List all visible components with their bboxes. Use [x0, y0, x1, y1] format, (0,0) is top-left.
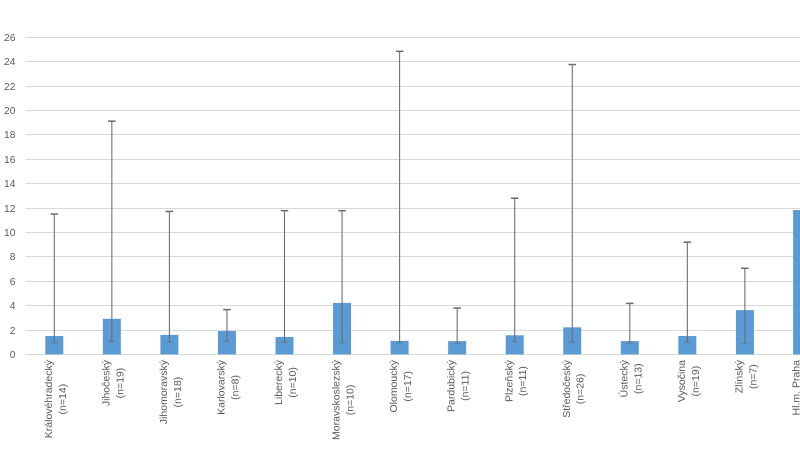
svg-text:(n=10): (n=10): [287, 367, 299, 398]
svg-text:Karlovarský: Karlovarský: [216, 359, 228, 415]
svg-text:Liberecký: Liberecký: [273, 359, 285, 405]
svg-text:14: 14: [4, 179, 16, 190]
svg-text:(n=19): (n=19): [690, 366, 702, 397]
svg-text:Plzeňský: Plzeňský: [503, 359, 515, 402]
svg-text:8: 8: [10, 252, 16, 263]
svg-text:18: 18: [4, 130, 16, 141]
svg-text:26: 26: [4, 33, 16, 44]
svg-text:20: 20: [4, 106, 16, 117]
svg-text:Vysočina: Vysočina: [676, 360, 688, 402]
svg-text:(n=19): (n=19): [114, 368, 126, 399]
svg-text:(n=13): (n=13): [632, 363, 644, 394]
svg-text:Olomoucký: Olomoucký: [388, 359, 400, 412]
svg-text:(n=8): (n=8): [229, 375, 241, 400]
svg-text:Jihomoravský: Jihomoravský: [158, 359, 170, 424]
svg-text:6: 6: [10, 277, 16, 288]
svg-text:Zlínský: Zlínský: [734, 359, 746, 393]
svg-text:(n=26): (n=26): [575, 374, 587, 405]
svg-text:4: 4: [10, 301, 16, 312]
svg-text:24: 24: [4, 57, 16, 68]
svg-text:(n=17): (n=17): [402, 371, 414, 402]
svg-text:(n=10): (n=10): [345, 385, 357, 416]
svg-text:(n=11): (n=11): [460, 371, 472, 401]
svg-text:Ústecký: Ústecký: [617, 359, 630, 397]
svg-text:0: 0: [10, 350, 16, 361]
svg-text:10: 10: [4, 228, 16, 239]
svg-text:(n=7): (n=7): [747, 364, 759, 389]
svg-text:Hl.m. Praha: Hl.m. Praha: [791, 360, 800, 416]
svg-text:12: 12: [4, 204, 16, 215]
svg-text:16: 16: [4, 155, 16, 166]
svg-text:22: 22: [4, 82, 16, 93]
svg-text:Pardubický: Pardubický: [446, 359, 458, 412]
svg-text:(n=11): (n=11): [517, 366, 529, 396]
svg-text:2: 2: [10, 326, 16, 337]
svg-text:(n=14): (n=14): [57, 384, 69, 415]
svg-text:Středočeský: Středočeský: [561, 359, 573, 418]
svg-text:Královéhradecký: Královéhradecký: [43, 359, 55, 438]
svg-text:Jihočeský: Jihočeský: [100, 359, 112, 406]
svg-text:Moravskoslezský: Moravskoslezský: [331, 359, 343, 440]
svg-text:(n=18): (n=18): [172, 377, 184, 408]
